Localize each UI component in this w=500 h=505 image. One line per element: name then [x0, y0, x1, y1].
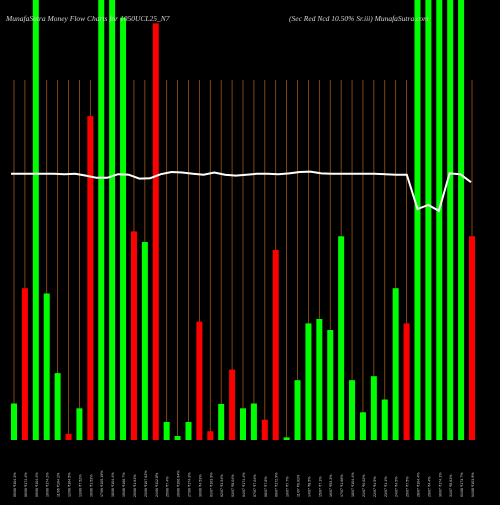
x-tick-label: 09/06 ₹104.4%	[35, 472, 39, 497]
x-tick-label: 09/07 ₹172.9%	[275, 472, 279, 497]
x-tick-label: 23/07 ₹1.1%	[384, 476, 388, 497]
money-flow-bar	[152, 23, 159, 440]
money-flow-bar	[32, 0, 39, 440]
x-tick-label: 18/06 ₹104.4%	[111, 472, 115, 497]
x-tick-label: 16/07 ₹53.3%	[329, 474, 333, 497]
x-tick-label: 04/08 ₹103.9%	[471, 472, 475, 497]
x-tick-label: 03/07 ₹8.04%	[231, 474, 235, 497]
money-flow-bars	[11, 0, 475, 440]
money-flow-bar	[43, 293, 50, 440]
x-tick-label: 25/06 ₹7.4%	[166, 476, 170, 497]
x-tick-label: 28/07 ₹104.4%	[416, 472, 420, 497]
money-flow-bar	[65, 433, 72, 440]
x-tick-label: 17/07 ₹1.66%	[340, 474, 344, 497]
x-tick-label: 31/07 ₹8.61%	[449, 474, 453, 497]
money-flow-bar	[403, 323, 410, 440]
x-tick-label: 10/06 ₹174.2%	[46, 472, 50, 497]
x-tick-label: 07/07 ₹7.04%	[253, 474, 257, 497]
x-tick-label: 01/07 ₹103.9%	[209, 472, 213, 497]
price-line-layer	[11, 170, 472, 213]
x-tick-label: 01/08 ₹173.7%	[460, 472, 464, 497]
x-tick-label: 12/06 ₹104.5%	[68, 472, 72, 497]
x-tick-label: 22/07 ₹4.5%	[373, 476, 377, 497]
money-flow-bar	[349, 380, 356, 440]
x-tick-label: 26/06 ₹106.94%	[177, 470, 181, 497]
x-tick-label: 14/07 ₹8.5%	[307, 476, 311, 497]
x-tick-label: 29/07 ₹4.4%	[427, 476, 431, 497]
grid-lines	[13, 80, 473, 440]
money-flow-bar	[240, 408, 246, 440]
money-flow-bar	[130, 231, 137, 440]
price-line	[11, 170, 472, 213]
money-flow-bar	[54, 373, 61, 440]
x-tick-label: 11/06 ₹104.1%	[57, 472, 61, 497]
x-tick-label: 06/06 ₹174.4%	[24, 472, 28, 497]
money-flow-bar	[283, 437, 290, 440]
chart-title: MunafaSutra Money Flow Charts for 1050UC…	[6, 14, 170, 23]
money-flow-bar	[338, 236, 345, 440]
money-flow-bar	[261, 419, 268, 440]
x-tick-label: 04/07 ₹174.4%	[242, 472, 246, 497]
money-flow-bar	[250, 403, 257, 440]
money-flow-bar	[425, 0, 432, 440]
money-flow-bar	[185, 421, 192, 440]
x-tick-label: 02/07 ₹3.54%	[220, 474, 224, 497]
money-flow-bar	[87, 116, 94, 440]
money-flow-bar	[21, 288, 28, 440]
x-tick-label: 05/06 ₹104.3%	[13, 472, 17, 497]
money-flow-bar	[436, 0, 443, 440]
money-flow-bar	[327, 330, 334, 440]
x-tick-label: 18/07 ₹104.4%	[351, 472, 355, 497]
money-flow-bar	[414, 0, 421, 440]
x-tick-label: 17/06 ₹105.19%	[100, 470, 104, 497]
money-flow-bar	[381, 399, 388, 440]
money-flow-bar	[458, 0, 465, 440]
x-tick-label: 24/06 ₹112.8%	[155, 472, 159, 497]
x-tick-label: 11/07 ₹0.01%	[297, 474, 301, 497]
money-flow-bar	[229, 369, 236, 440]
x-tick-label: 24/07 ₹4.5%	[395, 476, 399, 497]
x-tick-label: 16/06 ₹1.53%	[89, 474, 93, 497]
x-tick-label: 25/07 ₹7.5%	[406, 476, 410, 497]
money-flow-bar	[163, 421, 170, 440]
money-flow-bar	[98, 0, 105, 440]
x-tick-label: 27/06 ₹174.3%	[187, 472, 191, 497]
x-tick-label: 10/07 ₹7.7%	[286, 476, 290, 497]
money-flow-bar	[359, 412, 366, 440]
x-axis-labels: 05/06 ₹104.3% 06/06 ₹174.4% 09/06 ₹104.4% 1…	[13, 470, 475, 497]
money-flow-bar	[370, 376, 377, 440]
money-flow-bar	[294, 380, 301, 440]
x-tick-label: 13/06 ₹7.52%	[78, 474, 82, 497]
money-flow-bar	[141, 242, 148, 440]
x-tick-label: 23/06 ₹107.62%	[144, 470, 148, 497]
x-tick-label: 08/07 ₹7.8%	[264, 476, 268, 497]
x-tick-label: 21/07 ₹0.02%	[362, 474, 366, 497]
x-tick-label: 30/06 ₹4.53%	[198, 474, 202, 497]
money-flow-bar	[76, 408, 83, 440]
money-flow-bar	[109, 0, 116, 440]
money-flow-bar	[196, 321, 203, 440]
money-flow-bar	[218, 403, 225, 440]
chart-subtitle: (Sec Red Ncd 10.50% Sr.iii) MunafaSutra.…	[289, 14, 429, 23]
money-flow-bar	[316, 319, 323, 440]
x-tick-label: 20/06 ₹1.61%	[133, 474, 137, 497]
money-flow-bar	[305, 323, 312, 440]
money-flow-bar	[120, 17, 127, 440]
money-flow-bar	[392, 288, 399, 440]
money-flow-bar	[11, 403, 17, 440]
money-flow-bar	[207, 431, 214, 440]
x-tick-label: 19/06 ₹166.7%	[122, 472, 126, 497]
money-flow-bar	[469, 236, 475, 440]
x-tick-label: 15/07 ₹7.1%	[318, 476, 322, 497]
money-flow-bar	[447, 0, 454, 440]
x-tick-label: 30/07 ₹174.1%	[438, 472, 442, 497]
money-flow-bar	[272, 249, 279, 440]
money-flow-bar	[174, 436, 181, 440]
